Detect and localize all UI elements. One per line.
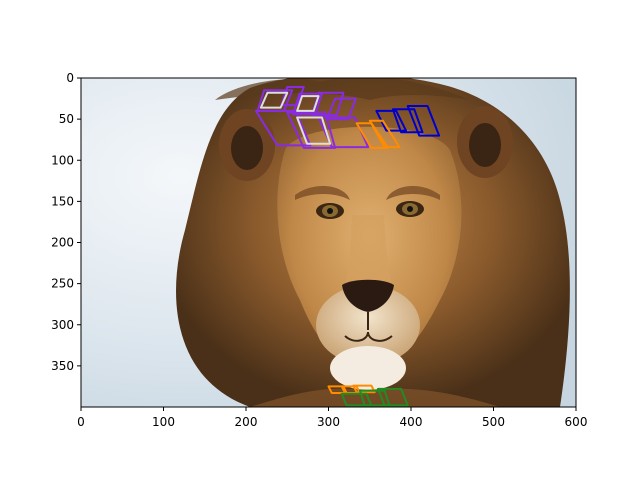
x-tick-label: 600 — [565, 415, 588, 429]
y-tick-label: 50 — [59, 112, 74, 126]
x-tick-label: 500 — [482, 415, 505, 429]
annotation-polygon — [259, 91, 289, 109]
lion-photo-image — [81, 78, 576, 407]
annotation-polygon — [368, 119, 401, 149]
annotation-polygon — [377, 387, 409, 407]
annotation-polygons — [254, 86, 441, 407]
annotation-polygon — [254, 109, 312, 147]
x-tick-label: 400 — [400, 415, 423, 429]
y-tick-label: 300 — [51, 318, 74, 332]
y-tick-label: 150 — [51, 194, 74, 208]
annotation-polygon — [325, 97, 357, 121]
x-axis: 0 100 200 300 400 500 600 — [77, 407, 587, 429]
y-tick-label: 100 — [51, 153, 74, 167]
annotation-polygon — [296, 116, 332, 145]
annotation-polygon — [406, 105, 441, 137]
y-tick-label: 200 — [51, 236, 74, 250]
x-tick-label: 0 — [77, 415, 85, 429]
x-tick-label: 200 — [235, 415, 258, 429]
y-tick-label: 250 — [51, 277, 74, 291]
annotation-polygon — [375, 109, 407, 132]
x-tick-label: 100 — [152, 415, 175, 429]
y-tick-label: 350 — [51, 359, 74, 373]
y-tick-label: 0 — [66, 71, 74, 85]
x-tick-label: 300 — [317, 415, 340, 429]
annotation-polygon — [296, 95, 320, 112]
annotation-polygon — [391, 108, 424, 134]
y-axis: 0 50 100 150 200 250 300 350 — [51, 71, 81, 373]
annotation-polygon — [352, 384, 376, 394]
